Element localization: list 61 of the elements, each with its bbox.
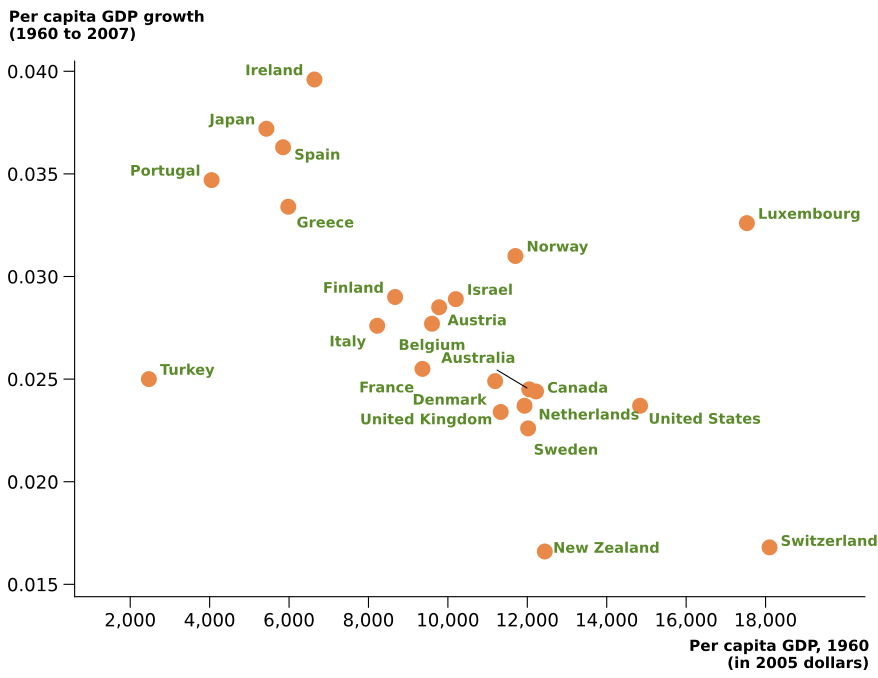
- point: [204, 172, 220, 188]
- annotation: Switzerland: [782, 534, 877, 546]
- point: [369, 318, 386, 334]
- annotation: Japan: [208, 114, 254, 128]
- annotation: Israel: [468, 284, 512, 295]
- annotation: Italy: [330, 335, 366, 350]
- annotation: France: [360, 382, 414, 393]
- x-tick-label: 12,000: [498, 612, 558, 628]
- x-tick-label: 10,000: [418, 612, 478, 628]
- annotation: Sweden: [534, 444, 598, 455]
- point: [306, 72, 322, 88]
- x-tick-label: 6,000: [264, 612, 314, 628]
- x-tick-label: 8,000: [344, 612, 394, 628]
- annotation: Luxembourg: [759, 208, 860, 222]
- x-tick-label: 18,000: [736, 612, 796, 628]
- y-axis-title: Per capita GDP growth (1960 to 2007): [10, 10, 204, 42]
- x-axis-title: Per capita GDP, 1960 (in 2005 dollars): [690, 639, 868, 670]
- point: [492, 404, 509, 420]
- annotation: Portugal: [131, 164, 200, 179]
- point: [487, 373, 504, 390]
- point: [275, 139, 292, 156]
- point: [507, 248, 524, 264]
- point: [528, 383, 544, 400]
- point: [431, 299, 448, 316]
- y-tick-label: 0.025: [8, 372, 58, 386]
- annotation: Canada: [548, 382, 608, 393]
- point: [536, 544, 553, 560]
- point: [520, 420, 536, 436]
- annotation: Turkey: [160, 364, 214, 378]
- point: [414, 360, 430, 377]
- y-tick-label: 0.015: [8, 578, 58, 592]
- annotation: Belgium: [400, 338, 464, 354]
- annotation: United States: [650, 412, 760, 424]
- y-tick-label: 0.040: [8, 64, 58, 78]
- y-tick-label: 0.020: [8, 475, 58, 489]
- annotation: Australia: [441, 352, 514, 364]
- x-tick-label: 4,000: [184, 612, 234, 628]
- point: [516, 398, 533, 414]
- point: [387, 289, 404, 305]
- y-tick-label: 0.035: [8, 167, 58, 182]
- point: [424, 316, 440, 332]
- point: [280, 198, 296, 215]
- point: [258, 120, 274, 137]
- annotation: Finland: [324, 282, 383, 293]
- annotation: Ireland: [246, 64, 302, 76]
- x-tick-label: 14,000: [577, 612, 638, 628]
- annotation: New Zealand: [554, 542, 658, 553]
- annotation: Denmark: [414, 394, 488, 405]
- x-tick-label: 2,000: [106, 612, 155, 628]
- point: [762, 539, 778, 556]
- annotation: United Kingdom: [361, 413, 492, 428]
- y-tick-label: 0.030: [8, 270, 58, 284]
- point: [448, 291, 464, 308]
- x-tick-label: 16,000: [656, 612, 717, 628]
- annotation: Greece: [297, 216, 354, 228]
- annotation: Norway: [528, 240, 588, 255]
- annotation: Spain: [295, 148, 340, 163]
- annotation: Austria: [448, 314, 506, 326]
- point: [140, 371, 157, 388]
- annotation: Netherlands: [540, 408, 639, 420]
- point: [738, 215, 755, 232]
